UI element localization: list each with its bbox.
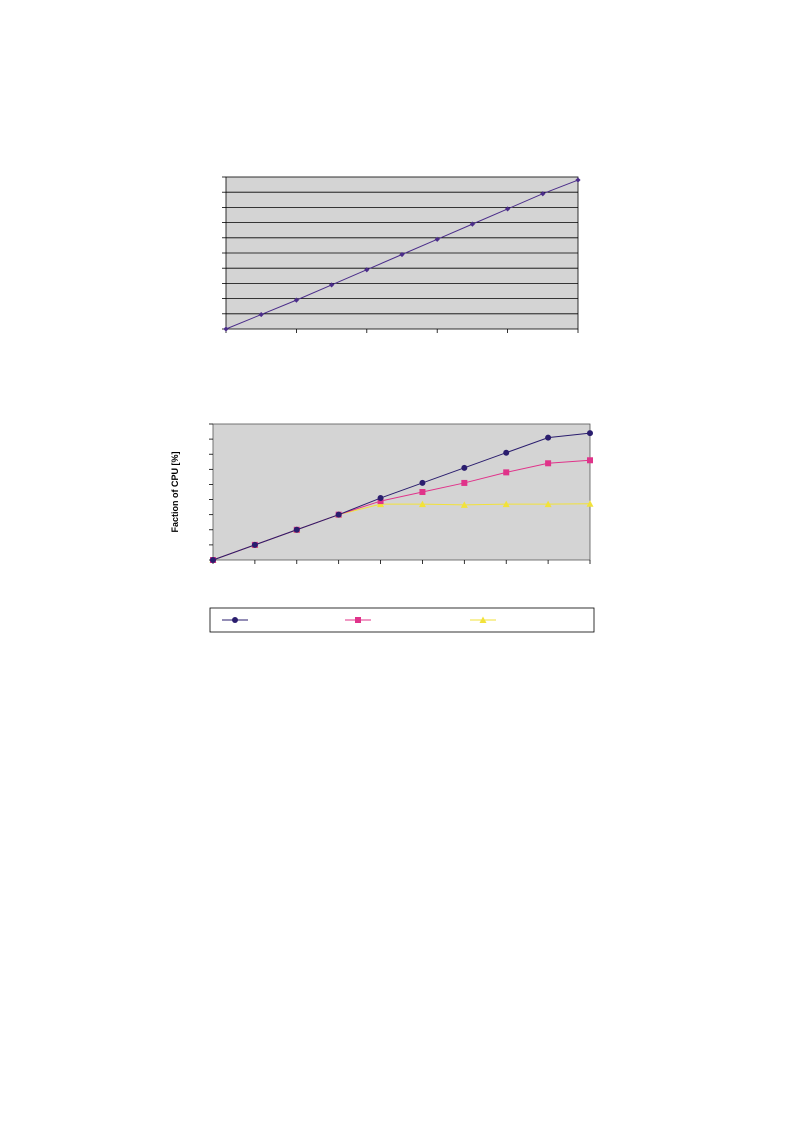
data-point: [575, 177, 581, 183]
data-point: [293, 526, 300, 533]
chart-top: [222, 176, 581, 333]
legend: [209, 607, 595, 633]
data-point: [544, 500, 552, 508]
data-point: [545, 434, 552, 441]
data-point: [434, 236, 440, 242]
chart-bottom: Faction of CPU [%]: [170, 423, 595, 633]
data-point: [540, 191, 546, 197]
data-point: [461, 464, 468, 471]
data-point: [223, 326, 229, 332]
data-point: [329, 282, 335, 288]
data-point: [335, 511, 342, 518]
data-point: [503, 469, 510, 476]
data-point: [503, 449, 510, 456]
data-point: [258, 311, 264, 318]
data-point: [419, 479, 426, 486]
legend-marker: [355, 617, 361, 623]
data-point: [587, 430, 593, 437]
data-point: [251, 541, 258, 548]
data-point: [293, 297, 299, 303]
data-point: [502, 500, 510, 508]
data-point: [377, 498, 384, 505]
data-point: [210, 557, 216, 563]
series-line: [212, 432, 591, 561]
data-point: [460, 501, 468, 508]
data-point: [586, 500, 594, 507]
data-point: [461, 479, 468, 486]
data-point: [419, 489, 426, 495]
legend-marker: [232, 617, 238, 623]
data-point: [505, 206, 511, 212]
data-point: [469, 221, 475, 227]
data-point: [418, 500, 426, 508]
data-point: [545, 460, 552, 467]
data-point: [364, 267, 370, 273]
data-point: [587, 457, 593, 464]
legend-marker: [479, 616, 487, 623]
legend-box: [209, 607, 595, 633]
data-point: [377, 495, 384, 502]
data-point: [399, 251, 405, 258]
y-axis-label: Faction of CPU [%]: [170, 452, 180, 533]
